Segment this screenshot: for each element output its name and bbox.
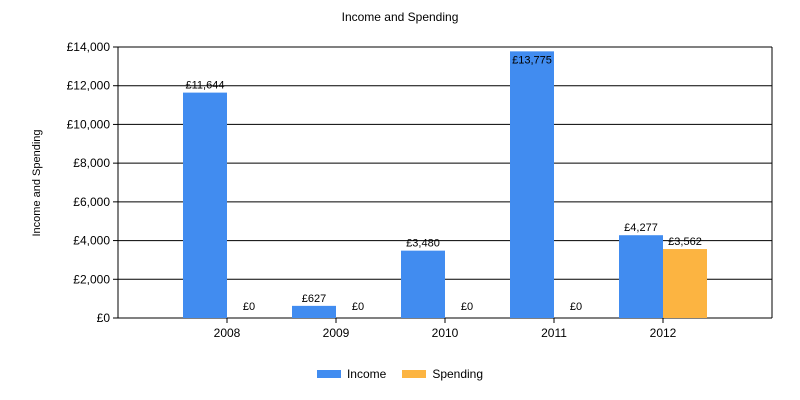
data-label-spending-2010: £0 — [461, 301, 473, 313]
x-tick-label: 2012 — [650, 326, 677, 340]
data-label-income-2008: £11,644 — [186, 80, 225, 92]
data-label-spending-2011: £0 — [570, 301, 582, 313]
data-label-income-2009: £627 — [302, 293, 326, 305]
y-tick-label: £10,000 — [67, 117, 111, 131]
data-label-income-2010: £3,480 — [406, 238, 440, 250]
chart-title: Income and Spending — [341, 10, 459, 24]
data-label-spending-2009: £0 — [352, 301, 364, 313]
bar-income-2009 — [292, 305, 336, 318]
y-tick-label: £0 — [97, 311, 111, 325]
legend-swatch-spending — [402, 370, 427, 378]
data-label-income-2011: £13,775 — [512, 54, 552, 66]
y-tick-label: £2,000 — [73, 272, 110, 286]
data-label-spending-2008: £0 — [243, 301, 255, 313]
legend: Income Spending — [0, 367, 800, 381]
x-tick-label: 2009 — [323, 326, 350, 340]
legend-label-income: Income — [346, 367, 387, 381]
data-label-spending-2012: £3,562 — [668, 236, 702, 248]
x-tick-label: 2010 — [432, 326, 459, 340]
bar-income-2011 — [510, 51, 554, 319]
y-tick-label: £14,000 — [67, 40, 111, 54]
bar-income-2008 — [183, 92, 227, 318]
bar-spending-2012 — [663, 249, 707, 318]
y-tick-label: £12,000 — [67, 79, 111, 93]
legend-item-spending: Spending — [402, 367, 483, 381]
legend-item-income: Income — [316, 367, 387, 381]
y-tick-label: £6,000 — [73, 195, 110, 209]
x-tick-label: 2011 — [541, 326, 567, 340]
bar-income-2010 — [401, 250, 445, 318]
bar-income-2012 — [619, 235, 663, 318]
y-tick-label: £8,000 — [73, 156, 110, 170]
x-tick-label: 2008 — [214, 326, 241, 340]
data-label-income-2012: £4,277 — [624, 222, 658, 234]
legend-swatch-income — [316, 370, 341, 378]
y-tick-label: £4,000 — [73, 234, 110, 248]
legend-label-spending: Spending — [432, 367, 484, 381]
